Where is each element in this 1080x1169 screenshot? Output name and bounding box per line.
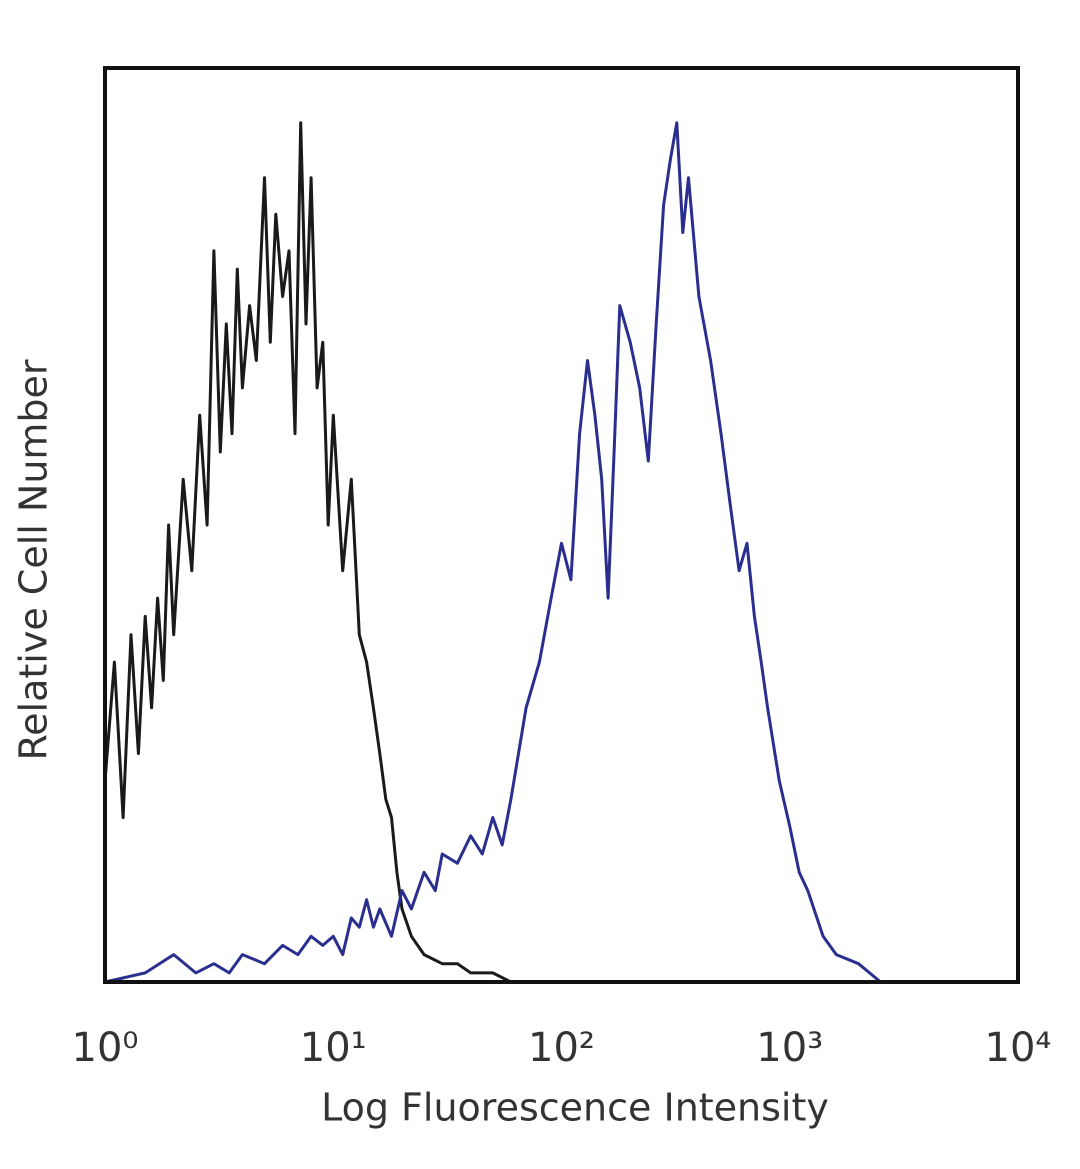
histogram-line bbox=[103, 121, 512, 984]
plot-frame bbox=[103, 66, 1020, 984]
x-tick-label: 10⁰ bbox=[72, 1025, 139, 1071]
y-axis-label: Relative Cell Number bbox=[12, 359, 56, 760]
histogram-line bbox=[104, 121, 882, 984]
x-tick-label: 10² bbox=[528, 1025, 595, 1071]
x-axis-label: Log Fluorescence Intensity bbox=[321, 1086, 829, 1130]
x-tick-label: 10³ bbox=[756, 1025, 823, 1071]
x-tick-label: 10⁴ bbox=[985, 1025, 1052, 1071]
x-tick-label: 10¹ bbox=[300, 1025, 367, 1071]
